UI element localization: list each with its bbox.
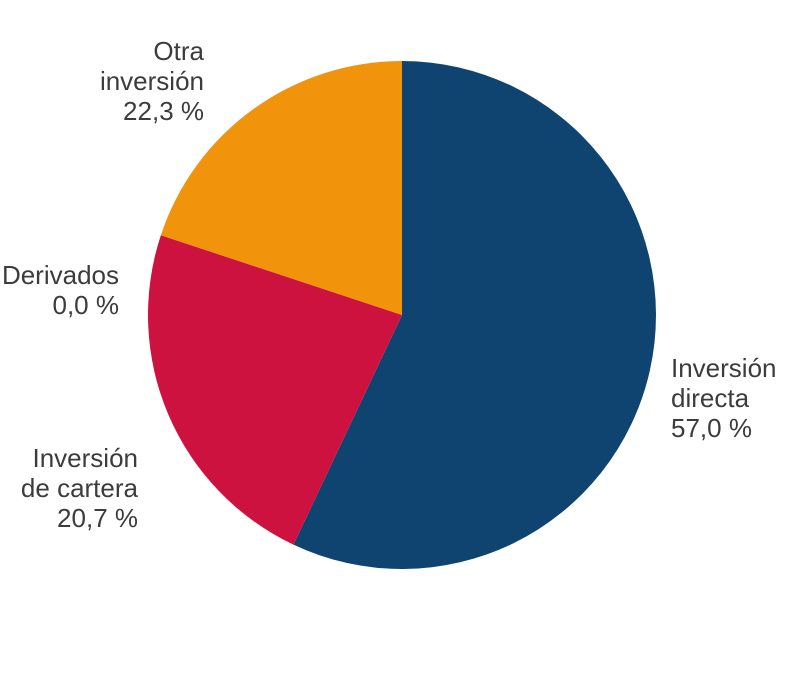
- label-derivados: Derivados 0,0 %: [2, 260, 119, 320]
- label-derivados-value: 0,0 %: [52, 290, 120, 320]
- label-derivados-line1: Derivados: [1, 260, 119, 290]
- label-otra-inversion: Otra inversión 22,3 %: [100, 36, 204, 126]
- pie-slice-otra-inversion: [160, 61, 402, 315]
- label-directa-line2: directa: [671, 383, 750, 413]
- label-cartera-line2: de cartera: [20, 473, 138, 503]
- pie-slice-inversion-directa: [293, 61, 656, 569]
- label-directa-value: 57,0 %: [671, 413, 752, 443]
- label-cartera-line1: Inversión: [32, 443, 139, 473]
- label-directa-line1: Inversión: [671, 353, 777, 383]
- label-otra-line2: inversión: [99, 66, 204, 96]
- label-cartera-value: 20,7 %: [57, 503, 138, 533]
- label-inversion-de-cartera: Inversión de cartera 20,7 %: [21, 443, 138, 533]
- pie-chart: [148, 61, 656, 569]
- label-otra-value: 22,3 %: [123, 96, 204, 126]
- label-inversion-directa: Inversión directa 57,0 %: [671, 353, 777, 443]
- label-otra-line1: Otra: [153, 36, 204, 66]
- pie-slice-inversion-de-cartera: [148, 235, 402, 545]
